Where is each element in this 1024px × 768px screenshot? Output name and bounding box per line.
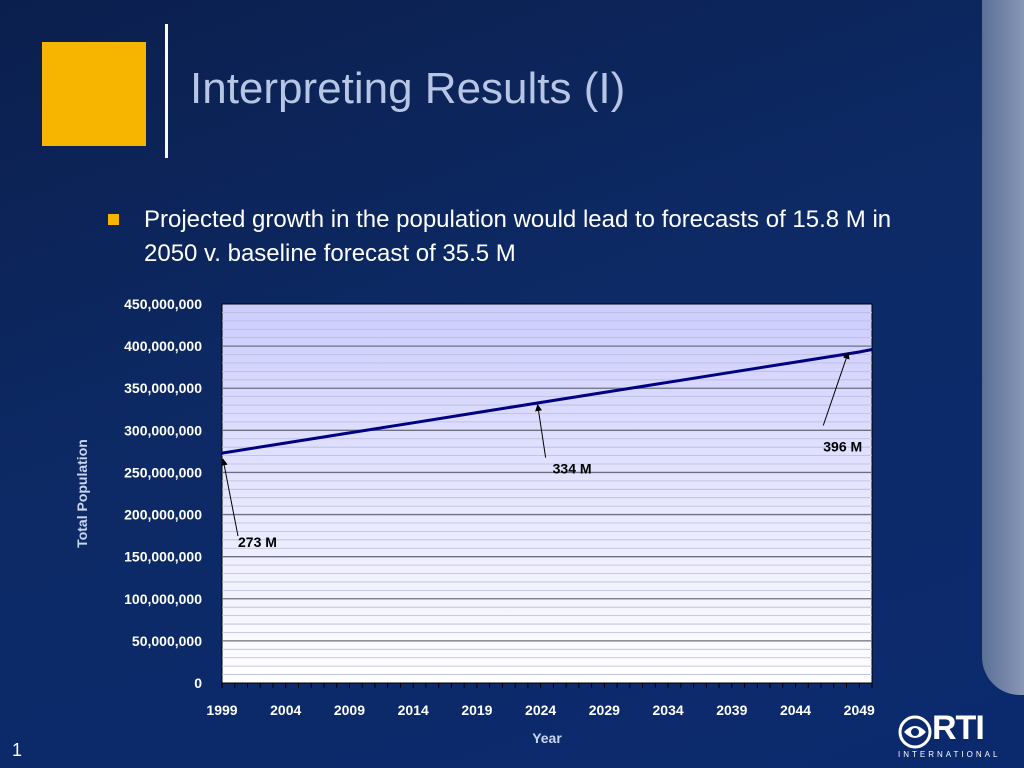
- right-edge-panel: [982, 0, 1024, 695]
- annotation-arrow: [535, 404, 547, 458]
- x-tick-label: 2049: [844, 702, 875, 718]
- slide-title: Interpreting Results (I): [190, 64, 626, 113]
- annotation-arrow: [822, 351, 850, 426]
- y-tick-label: 250,000,000: [124, 464, 202, 480]
- x-tick-label: 2039: [716, 702, 747, 718]
- x-axis-tick-marks: [221, 683, 873, 688]
- annotation-label: 396 M: [823, 438, 862, 454]
- annotation-arrow: [220, 458, 239, 537]
- bullet-square-icon: [108, 214, 119, 225]
- x-tick-label: 2029: [589, 702, 620, 718]
- x-axis-title: Year: [532, 730, 562, 746]
- y-tick-label: 0: [194, 675, 202, 691]
- x-tick-label: 2009: [334, 702, 365, 718]
- y-axis-tick-labels: 0 50,000,000 100,000,000 150,000,000 200,000…: [124, 296, 202, 691]
- x-tick-label: 2019: [461, 702, 492, 718]
- bullet-text: Projected growth in the population would…: [144, 206, 892, 267]
- logo-tagline: INTERNATIONAL: [898, 750, 1001, 759]
- x-tick-label: 2014: [398, 702, 429, 718]
- annotation-label: 273 M: [238, 534, 277, 550]
- y-tick-label: 200,000,000: [124, 507, 202, 523]
- plot-area: [221, 303, 873, 684]
- chart-annotations: 273 M 334 M 396 M: [220, 351, 862, 550]
- minor-gridlines: [222, 312, 872, 675]
- y-tick-label: 100,000,000: [124, 591, 202, 607]
- y-tick-label: 150,000,000: [124, 549, 202, 565]
- y-axis-title: Total Population: [74, 439, 90, 548]
- logo-wordmark: RTI: [932, 709, 985, 747]
- x-tick-label: 1999: [206, 702, 237, 718]
- rti-logo: RTI INTERNATIONAL: [896, 708, 1018, 764]
- x-tick-label: 2004: [270, 702, 301, 718]
- title-accent-square: [42, 42, 146, 146]
- y-tick-label: 50,000,000: [132, 633, 202, 649]
- x-axis-tick-labels: 1999 2004 2009 2014 2019 2024 2029 2034 2039 2044…: [206, 702, 875, 718]
- y-tick-label: 450,000,000: [124, 296, 202, 312]
- slide-number: 1: [12, 740, 23, 760]
- rti-emblem-icon: [898, 715, 932, 749]
- y-tick-label: 350,000,000: [124, 380, 202, 396]
- x-tick-label: 2024: [525, 702, 556, 718]
- population-series-line: [221, 348, 873, 455]
- x-tick-label: 2044: [780, 702, 811, 718]
- major-gridlines: [222, 345, 872, 642]
- annotation-label: 334 M: [553, 461, 592, 477]
- title-divider: [165, 24, 168, 158]
- y-tick-label: 400,000,000: [124, 338, 202, 354]
- x-tick-label: 2034: [653, 702, 684, 718]
- y-tick-label: 300,000,000: [124, 422, 202, 438]
